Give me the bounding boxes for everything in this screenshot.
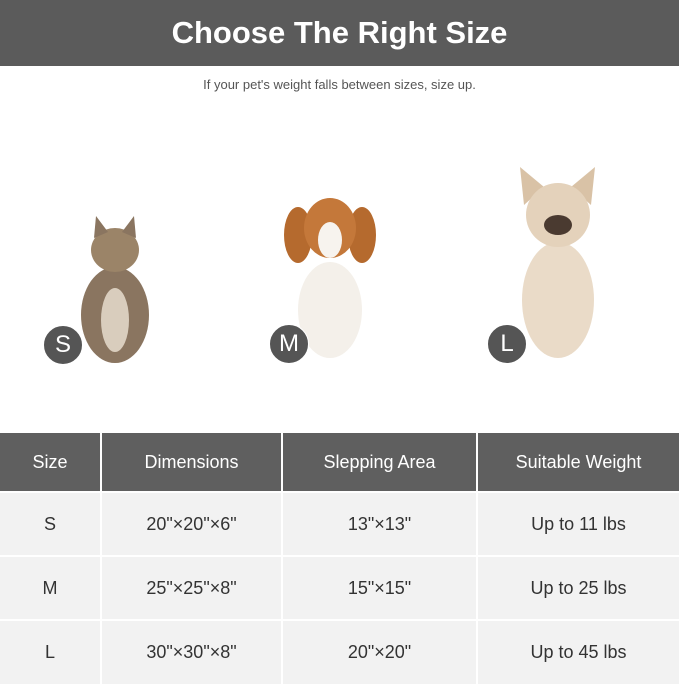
cell-weight: Up to 45 lbs	[477, 619, 679, 684]
cell-dimensions: 20"×20"×6"	[101, 491, 283, 556]
table-row: S 20"×20"×6" 13"×13" Up to 11 lbs	[0, 491, 679, 556]
cell-weight: Up to 11 lbs	[477, 491, 679, 556]
table-row: L 30"×30"×8" 20"×20" Up to 45 lbs	[0, 619, 679, 684]
cell-sleeping-area: 20"×20"	[282, 619, 478, 684]
cell-dimensions: 30"×30"×8"	[101, 619, 283, 684]
header-weight: Suitable Weight	[477, 433, 679, 492]
subtitle: If your pet's weight falls between sizes…	[203, 77, 476, 92]
table-row: M 25"×25"×8" 15"×15" Up to 25 lbs	[0, 555, 679, 620]
size-badge-s: S	[43, 325, 83, 365]
cell-sleeping-area: 13"×13"	[282, 491, 478, 556]
cell-weight: Up to 25 lbs	[477, 555, 679, 620]
header-size: Size	[0, 433, 102, 492]
cat-image	[81, 216, 149, 363]
page-title: Choose The Right Size	[171, 15, 508, 50]
cell-size: S	[0, 491, 102, 556]
header-sleeping-area: Slepping Area	[282, 433, 478, 492]
table-header: Size Dimensions Slepping Area Suitable W…	[0, 433, 679, 492]
spaniel-image	[284, 198, 376, 358]
size-table: Size Dimensions Slepping Area Suitable W…	[0, 433, 679, 684]
bulldog-image	[520, 167, 595, 358]
cell-dimensions: 25"×25"×8"	[101, 555, 283, 620]
header-dimensions: Dimensions	[101, 433, 283, 492]
title-bar: Choose The Right Size	[0, 0, 679, 66]
size-badge-m: M	[269, 324, 309, 364]
cell-size: M	[0, 555, 102, 620]
cell-sleeping-area: 15"×15"	[282, 555, 478, 620]
size-badge-l: L	[487, 324, 527, 364]
cell-size: L	[0, 619, 102, 684]
